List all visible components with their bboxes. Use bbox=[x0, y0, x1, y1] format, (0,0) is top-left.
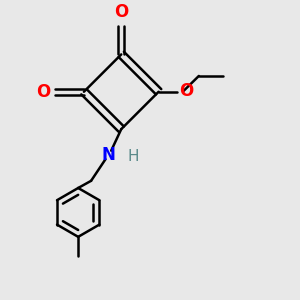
Text: H: H bbox=[127, 149, 139, 164]
Text: O: O bbox=[179, 82, 193, 100]
Text: N: N bbox=[101, 146, 115, 164]
Text: O: O bbox=[114, 3, 128, 21]
Text: O: O bbox=[36, 83, 50, 101]
